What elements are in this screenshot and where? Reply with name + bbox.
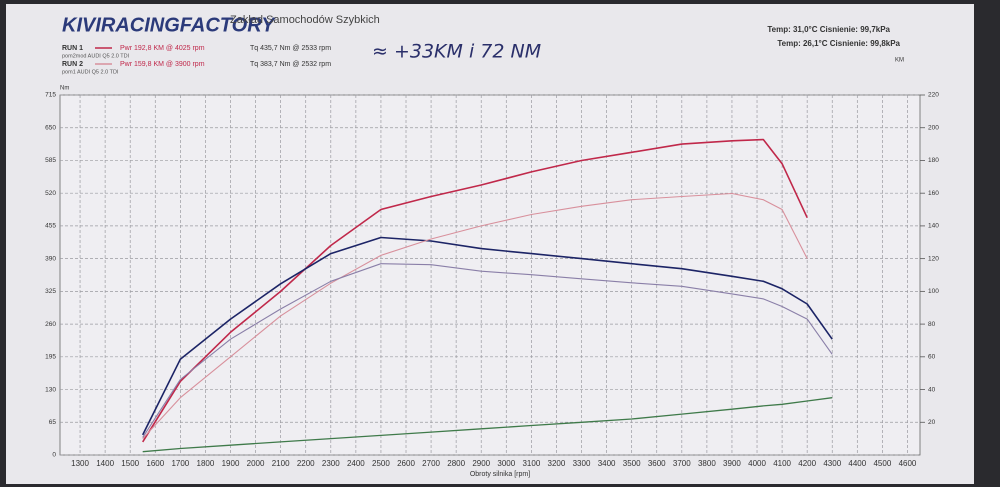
y-tick-label: 585 [45, 157, 56, 164]
x-tick-label: 1600 [146, 459, 164, 468]
x-tick-label: 3400 [598, 459, 616, 468]
x-tick-label: 3300 [573, 459, 591, 468]
x-tick-label: 3700 [673, 459, 691, 468]
series-line [141, 236, 833, 436]
x-tick-label: 3000 [497, 459, 515, 468]
x-tick-label: 3600 [648, 459, 666, 468]
x-tick-label: 2300 [322, 459, 340, 468]
y2-tick-label: 40 [928, 386, 936, 393]
x-axis-title: Obroty silnika [rpm] [470, 471, 530, 478]
x-tick-label: 2900 [472, 459, 490, 468]
y-tick-label: 455 [45, 223, 56, 230]
y2-tick-label: 220 [928, 92, 939, 99]
y2-tick-label: 140 [928, 223, 939, 230]
annotation: ≈ +33KM i 72 NM [372, 41, 541, 63]
x-tick-label: 2700 [422, 459, 440, 468]
x-tick-label: 1300 [71, 459, 89, 468]
run-conditions: Temp: 31,0°C Cisnienie: 99,7kPa [767, 25, 890, 34]
run-file: pom1 AUDI Q5 2.0 TDI [62, 69, 119, 75]
x-tick-label: 4500 [873, 459, 891, 468]
y2-tick-label: 160 [928, 190, 939, 197]
x-tick-label: 2100 [272, 459, 290, 468]
run-power: Pwr 192,8 KM @ 4025 rpm [120, 45, 205, 52]
x-tick-label: 3200 [548, 459, 566, 468]
y-tick-label: 325 [45, 288, 56, 295]
series-line [142, 192, 808, 439]
run-conditions: Temp: 26,1°C Cisnienie: 99,8kPa [777, 39, 900, 48]
y-tick-label: 0 [52, 452, 56, 459]
y2-axis-title: KM [895, 58, 904, 64]
y-axis-title: Nm [60, 86, 69, 92]
y-tick-label: 520 [45, 190, 56, 197]
x-tick-label: 2200 [297, 459, 315, 468]
run-torque: Tq 435,7 Nm @ 2533 rpm [250, 45, 331, 52]
x-tick-label: 2600 [397, 459, 415, 468]
y-tick-label: 715 [45, 92, 56, 99]
y2-tick-label: 180 [928, 157, 939, 164]
x-tick-label: 3800 [698, 459, 716, 468]
x-tick-label: 4600 [899, 459, 917, 468]
x-tick-label: 4400 [848, 459, 866, 468]
series-line [142, 263, 833, 438]
brand-subtitle: Zakład Samochodów Szybkich [230, 14, 380, 26]
y2-tick-label: 200 [928, 124, 939, 131]
run-label: RUN 1 [62, 45, 83, 52]
x-tick-label: 2500 [372, 459, 390, 468]
run-power: Pwr 159,8 KM @ 3900 rpm [120, 61, 205, 68]
series-line [142, 397, 833, 453]
x-tick-label: 2800 [447, 459, 465, 468]
x-tick-label: 4100 [773, 459, 791, 468]
y-tick-label: 195 [45, 354, 56, 361]
x-tick-label: 1400 [96, 459, 114, 468]
x-tick-label: 4200 [798, 459, 816, 468]
plot-area [59, 94, 921, 456]
x-tick-label: 3100 [522, 459, 540, 468]
brand: KIVIRACINGFACTORY [62, 14, 276, 36]
x-tick-label: 4300 [823, 459, 841, 468]
y2-tick-label: 80 [928, 321, 936, 328]
y-tick-label: 650 [45, 124, 56, 131]
x-tick-label: 1700 [171, 459, 189, 468]
x-tick-label: 2000 [247, 459, 265, 468]
run-torque: Tq 383,7 Nm @ 2532 rpm [250, 61, 331, 68]
series-line [142, 138, 808, 443]
x-tick-label: 1500 [121, 459, 139, 468]
y2-tick-label: 100 [928, 288, 939, 295]
x-tick-label: 1800 [197, 459, 215, 468]
x-tick-label: 2400 [347, 459, 365, 468]
run-file: pom2mod AUDI Q5 2.0 TDI [62, 53, 130, 59]
run-label: RUN 2 [62, 61, 83, 68]
y2-tick-label: 20 [928, 419, 936, 426]
y-tick-label: 260 [45, 321, 56, 328]
x-tick-label: 1900 [222, 459, 240, 468]
y2-tick-label: 60 [928, 354, 936, 361]
y-tick-label: 390 [45, 255, 56, 262]
x-tick-label: 4000 [748, 459, 766, 468]
y-tick-label: 65 [49, 419, 57, 426]
x-tick-label: 3500 [623, 459, 641, 468]
y2-tick-label: 120 [928, 255, 939, 262]
x-tick-label: 3900 [723, 459, 741, 468]
y-tick-label: 130 [45, 386, 56, 393]
